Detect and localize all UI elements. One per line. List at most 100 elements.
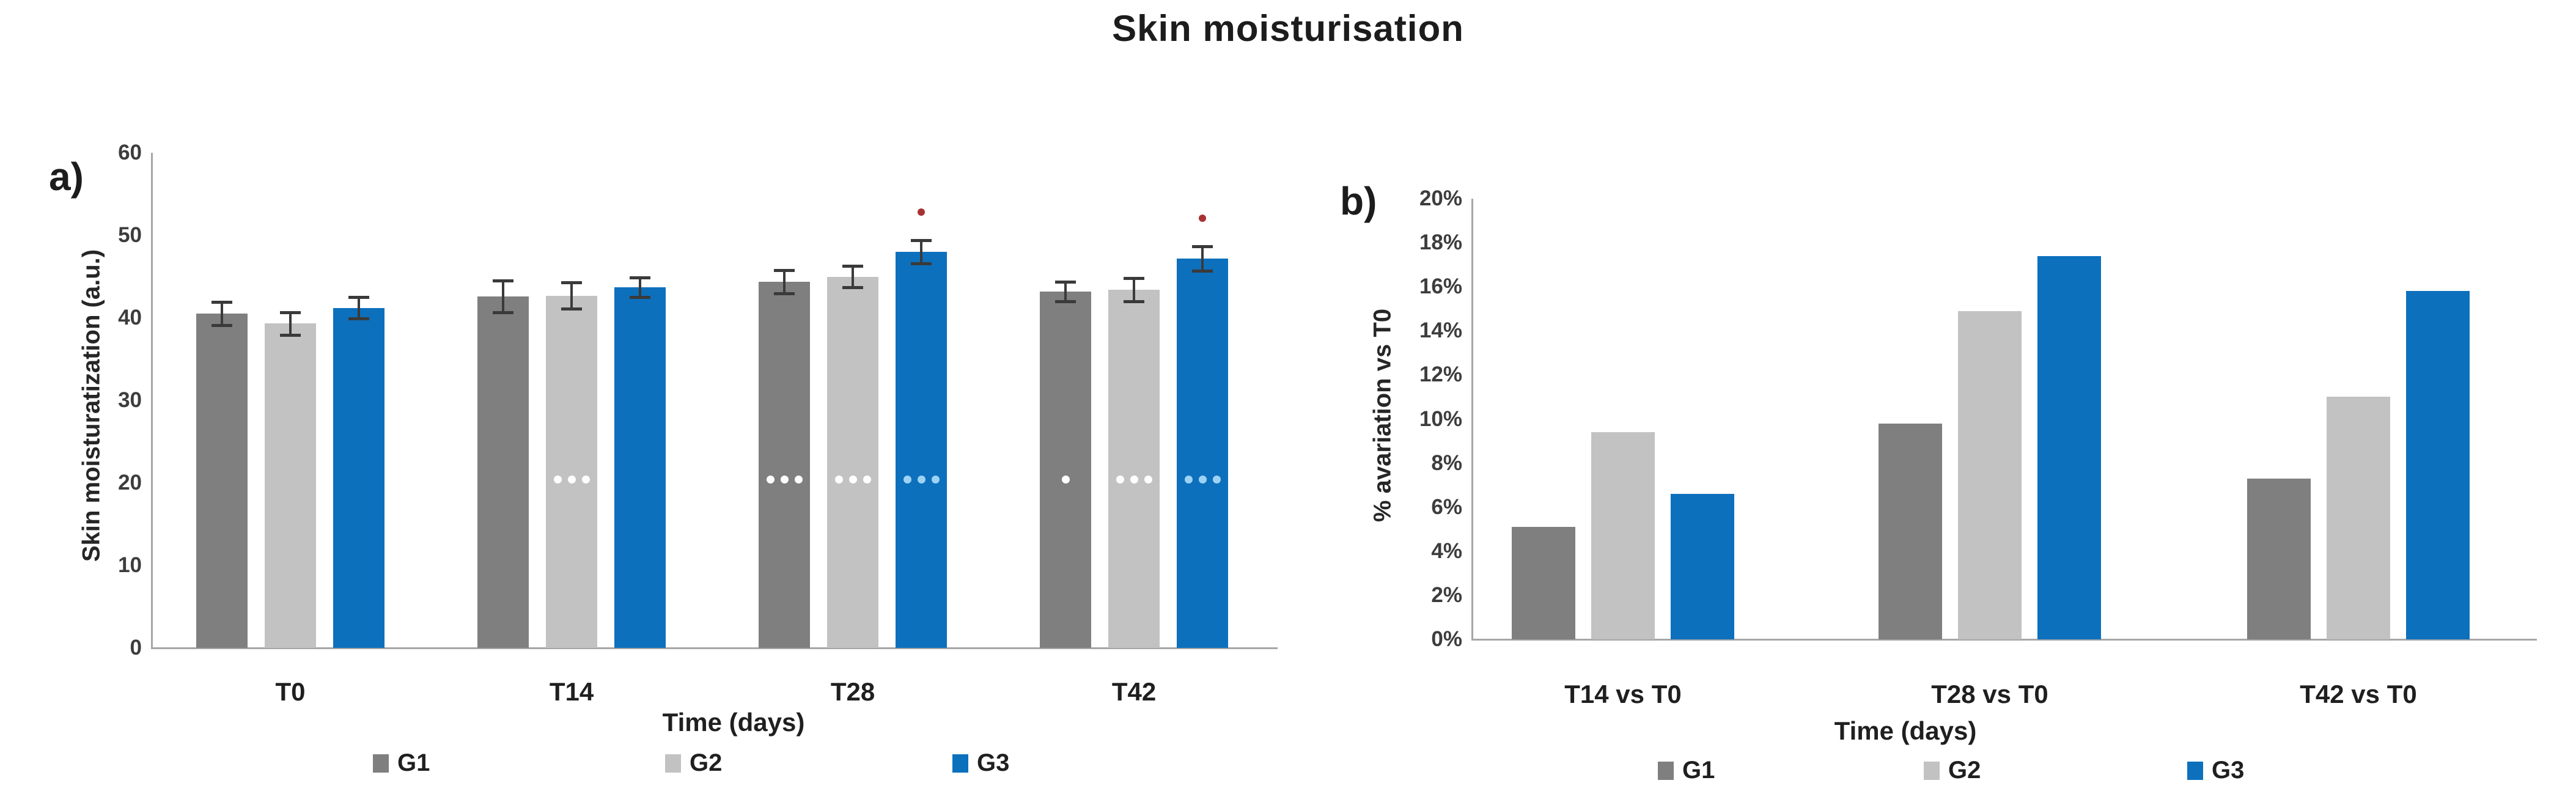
significance-marker [1177,476,1228,483]
bar-G1-T0 [196,314,248,648]
red-significance-marker [918,208,925,216]
x-category-label: T28 [830,677,875,706]
figure-title: Skin moisturisation [1112,8,1464,49]
legend-item-g2: G2 [1924,757,1981,784]
significance-dot [1184,476,1193,483]
significance-marker [1040,476,1091,483]
x-axis-line [1471,639,2537,641]
legend-item-g2: G2 [665,749,722,777]
error-bar-cap-top [493,279,513,283]
x-category-label: T28 vs T0 [1931,680,2048,708]
error-bar-cap-bottom [1055,300,1076,303]
error-bar [502,281,504,312]
error-bar-cap-top [280,311,301,314]
y-tick-label: 20 [118,471,142,494]
y-tick-label: 30 [118,388,142,412]
bar-G1-T28-vs-T0 [1879,423,1942,639]
bar-G2-T0 [265,323,316,648]
panel-a-label: a) [49,155,84,199]
x-category-label: T42 [1111,677,1157,706]
significance-dot [780,476,789,483]
y-tick-label: 10 [118,553,142,577]
red-significance-marker [1199,214,1206,222]
x-category-label: T0 [275,677,306,706]
bar-G3-T42 [1177,258,1228,648]
legend-label-g2: G2 [690,749,723,776]
y-tick-label: 14% [1419,318,1462,343]
significance-dot [1198,476,1207,483]
panel-b-x-axis-title: Time (days) [1834,716,1977,745]
error-bar [1064,281,1067,301]
legend-label-g1: G1 [1682,757,1715,784]
bar-G1-T14-vs-T0 [1512,527,1575,639]
y-tick-label: 4% [1431,539,1462,563]
y-tick-label: 50 [118,223,142,247]
x-category-label: T14 vs T0 [1564,680,1682,708]
legend-swatch-g1 [1658,761,1674,780]
bar-G2-T28-vs-T0 [1958,311,2022,639]
error-bar-cap-bottom [1124,300,1144,303]
y-tick-label: 40 [118,306,142,329]
y-tick-label: 0 [130,636,142,660]
error-bar-cap-top [774,268,795,272]
error-bar [852,265,854,288]
error-bar-cap-bottom [493,311,513,314]
legend-swatch-g2 [1924,761,1940,780]
significance-dot [1061,476,1070,483]
significance-marker [1108,476,1160,483]
significance-marker [759,476,810,483]
legend-swatch-g3 [952,754,968,773]
significance-dot [848,476,857,483]
significance-dot [903,476,911,483]
y-tick-label: 2% [1431,583,1462,607]
error-bar [920,240,922,263]
legend-label-g3: G3 [977,749,1010,776]
panel-a-x-axis-title: Time (days) [662,708,805,737]
error-bar-cap-top [630,276,650,279]
error-bar-cap-bottom [280,334,301,337]
error-bar-cap-top [842,264,863,268]
error-bar [570,282,573,309]
y-tick-label: 6% [1431,494,1462,519]
error-bar-cap-top [348,296,369,300]
significance-dot [581,476,590,483]
error-bar-cap-top [1192,244,1213,248]
y-tick-label: 10% [1419,406,1462,431]
x-axis-line [151,647,1278,649]
significance-dot [1130,476,1138,483]
y-tick-label: 60 [118,141,142,164]
error-bar [289,312,292,336]
legend-swatch-g2 [665,754,681,773]
bar-G1-T14 [477,296,529,648]
y-tick-label: 18% [1419,230,1462,255]
error-bar [358,297,360,319]
y-axis-line [151,153,153,648]
legend-item-g3: G3 [2187,757,2244,784]
legend-label-g3: G3 [2212,757,2245,784]
bar-G3-T0 [333,307,385,648]
significance-dot [794,476,803,483]
error-bar-cap-top [1055,280,1076,284]
error-bar-cap-bottom [630,296,650,300]
legend-item-g1: G1 [1658,757,1715,784]
y-axis-line [1471,199,1473,639]
error-bar [1201,246,1204,271]
y-tick-label: 0% [1431,627,1462,651]
error-bar-cap-top [911,239,932,243]
error-bar [639,277,641,298]
significance-dot [766,476,775,483]
bar-G3-T42-vs-T0 [2406,291,2470,639]
error-bar-cap-bottom [774,292,795,295]
panel-b-label: b) [1340,179,1377,223]
significance-dot [863,476,871,483]
legend-label-g2: G2 [1948,757,1981,784]
error-bar-cap-top [1124,277,1144,281]
error-bar-cap-top [212,301,232,304]
legend-swatch-g3 [2187,761,2203,780]
bar-G2-T14-vs-T0 [1591,432,1655,639]
error-bar-cap-bottom [348,317,369,321]
bar-G2-T28 [827,276,878,648]
